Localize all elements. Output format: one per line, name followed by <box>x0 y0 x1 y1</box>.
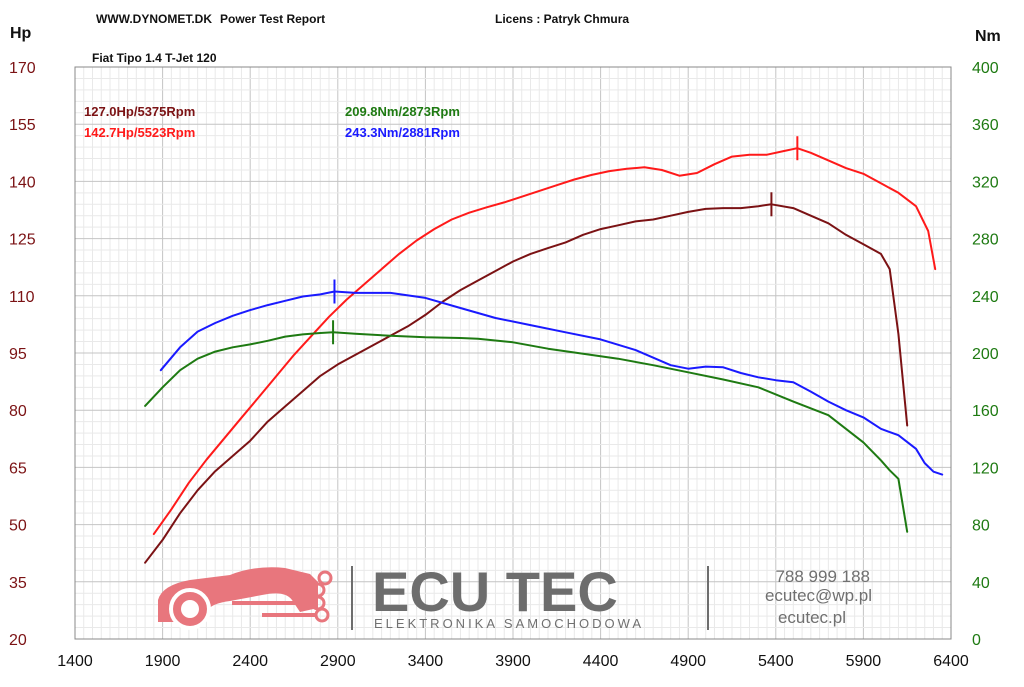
x-tick-label: 6400 <box>933 653 969 670</box>
header-license: Licens : Patryk Chmura <box>495 12 629 26</box>
right-tick-label: 400 <box>972 60 999 77</box>
chart-grid <box>74 66 952 640</box>
x-tick-label: 3400 <box>408 653 444 670</box>
right-tick-label: 80 <box>972 518 990 535</box>
logo-email: ecutec@wp.pl <box>765 586 872 605</box>
left-tick-label: 140 <box>9 174 36 191</box>
logo-tagline: ELEKTRONIKA SAMOCHODOWA <box>374 616 644 631</box>
x-tick-label: 3900 <box>495 653 531 670</box>
left-tick-label: 50 <box>9 518 27 535</box>
peak-label-hp-stock: 127.0Hp/5375Rpm <box>84 104 195 119</box>
left-tick-label: 170 <box>9 60 36 77</box>
logo-web: ecutec.pl <box>778 608 846 627</box>
right-tick-label: 280 <box>972 232 999 249</box>
plot-frame <box>74 66 952 640</box>
left-tick-label: 95 <box>9 346 27 363</box>
x-tick-label: 4400 <box>583 653 619 670</box>
right-tick-label: 120 <box>972 460 999 477</box>
x-tick-label: 5900 <box>846 653 882 670</box>
left-tick-label: 20 <box>9 632 27 649</box>
x-tick-label: 1900 <box>145 653 181 670</box>
left-axis-label: Hp <box>10 25 32 42</box>
left-tick-label: 35 <box>9 575 27 592</box>
left-tick-label: 125 <box>9 232 36 249</box>
car-circuit-icon <box>158 567 333 630</box>
right-tick-label: 40 <box>972 575 990 592</box>
x-tick-label: 5400 <box>758 653 794 670</box>
chart-series <box>144 147 944 564</box>
left-tick-label: 65 <box>9 460 27 477</box>
peak-label-hp-tuned: 142.7Hp/5523Rpm <box>84 125 195 140</box>
header-site: WWW.DYNOMET.DK <box>96 12 212 26</box>
peak-label-nm-tuned: 243.3Nm/2881Rpm <box>345 125 460 140</box>
right-tick-label: 320 <box>972 174 999 191</box>
chart-axes: 1400 1900 2400 2900 3400 3900 4400 4900 5400 5900… <box>9 60 999 670</box>
x-tick-label: 2900 <box>320 653 356 670</box>
peak-label-nm-stock: 209.8Nm/2873Rpm <box>345 104 460 119</box>
x-tick-label: 1400 <box>57 653 93 670</box>
logo-name: ECU TEC <box>372 560 618 623</box>
series-line-hp-tuned <box>152 147 937 536</box>
right-tick-label: 0 <box>972 632 981 649</box>
x-tick-label: 4900 <box>670 653 706 670</box>
series-line-nm-stock <box>144 331 909 533</box>
right-tick-label: 160 <box>972 403 999 420</box>
right-axis-label: Nm <box>975 28 1001 45</box>
logo-phone: 788 999 188 <box>775 567 870 586</box>
right-tick-label: 200 <box>972 346 999 363</box>
header-report-title: Power Test Report <box>220 12 325 26</box>
x-tick-label: 2400 <box>232 653 268 670</box>
right-tick-label: 240 <box>972 289 999 306</box>
ecutec-logo: ECU TEC ELEKTRONIKA SAMOCHODOWA 788 999 … <box>158 560 872 631</box>
left-tick-label: 110 <box>9 289 35 306</box>
peak-markers <box>332 136 799 345</box>
vehicle-name: Fiat Tipo 1.4 T-Jet 120 <box>92 51 217 65</box>
right-tick-label: 360 <box>972 117 999 134</box>
left-tick-label: 155 <box>9 117 36 134</box>
left-tick-label: 80 <box>9 403 27 420</box>
series-line-hp-stock <box>144 203 909 564</box>
series-line-nm-tuned <box>159 290 944 476</box>
